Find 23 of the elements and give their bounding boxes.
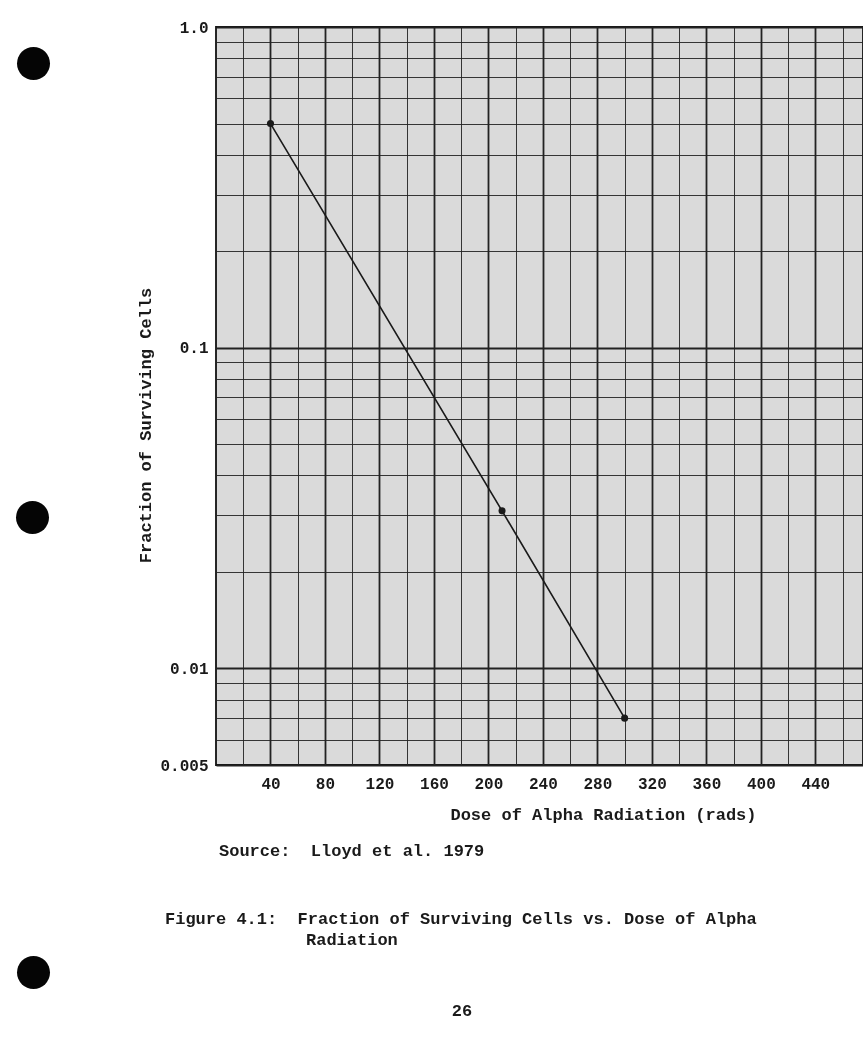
text: 26 bbox=[450, 1001, 474, 1022]
y-tick-label: 0.005 bbox=[160, 757, 209, 776]
y-tick-label: 1.0 bbox=[179, 19, 209, 38]
x-tick-label: 160 bbox=[420, 775, 449, 794]
x-tick-label: 200 bbox=[474, 775, 504, 794]
x-tick-label: 440 bbox=[801, 775, 831, 794]
point bbox=[621, 714, 629, 722]
x-tick-label: 120 bbox=[365, 775, 395, 794]
point bbox=[498, 507, 506, 515]
x-tick-label: 360 bbox=[692, 775, 722, 794]
x-tick-label: 80 bbox=[315, 775, 336, 794]
y-axis-title: Fraction of Surviving Cells bbox=[136, 287, 156, 564]
x-tick-label: 320 bbox=[637, 775, 667, 794]
point bbox=[266, 120, 275, 128]
text: Figure 4.1: Fraction of Surviving Cells vs. Dose of Alpha Radiation bbox=[165, 909, 758, 951]
y-tick-label: 0.1 bbox=[179, 340, 209, 359]
x-tick-label: 240 bbox=[529, 775, 558, 794]
x-tick-label: 280 bbox=[583, 775, 613, 794]
x-tick-label: 400 bbox=[746, 775, 776, 794]
x-axis-title: Dose of Alpha Radiation (rads) bbox=[450, 805, 757, 825]
y-tick-label: 0.01 bbox=[170, 660, 209, 679]
source-note: Source: Lloyd et al. 1979 bbox=[219, 841, 485, 862]
x-tick-label: 40 bbox=[261, 775, 281, 794]
